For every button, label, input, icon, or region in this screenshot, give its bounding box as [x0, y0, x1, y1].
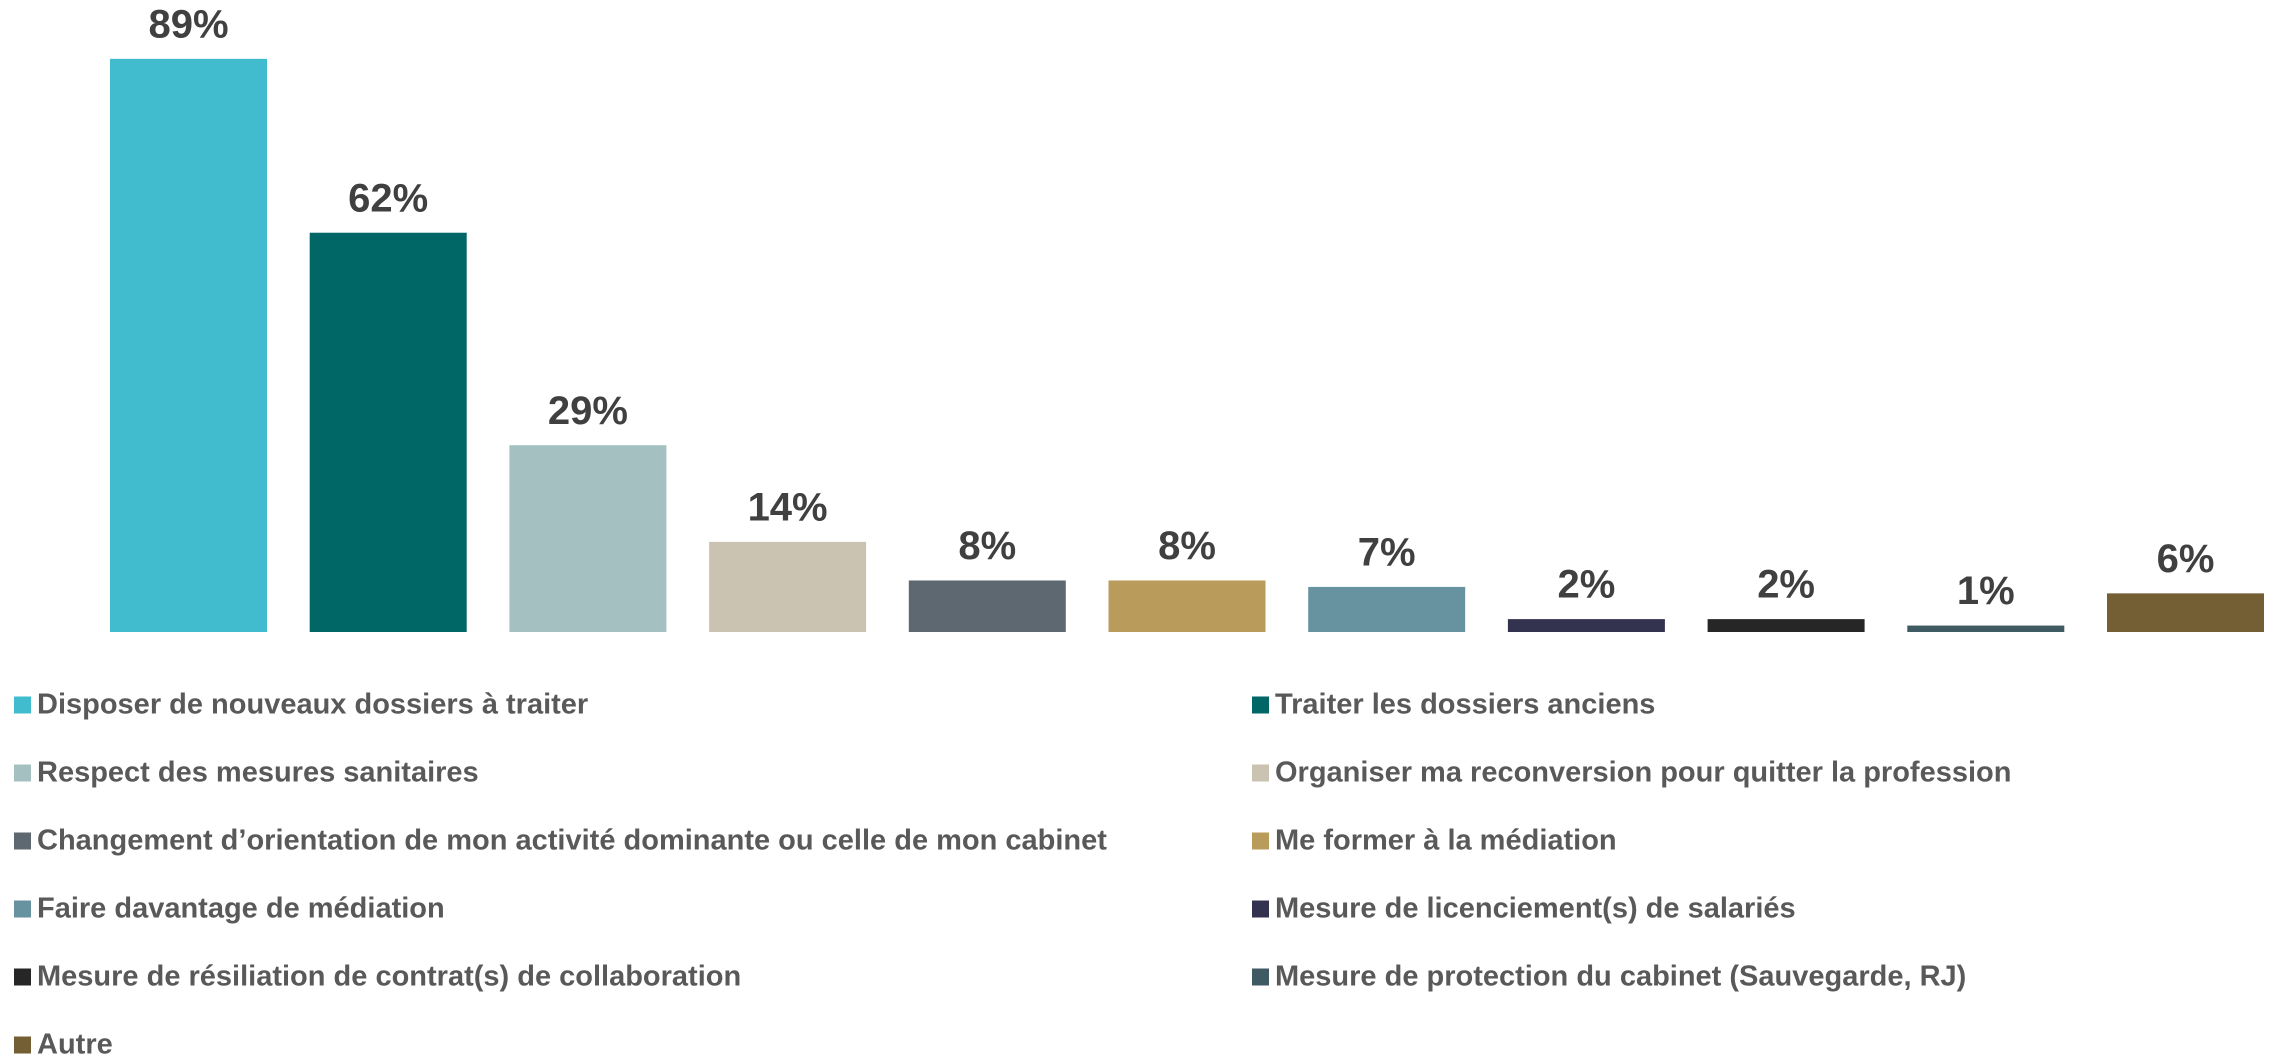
legend-swatch [14, 696, 31, 714]
value-label: 62% [348, 176, 428, 220]
bar [1507, 619, 1665, 632]
legend-label: Mesure de protection du cabinet (Sauvega… [1275, 961, 1966, 993]
legend-swatch [14, 764, 31, 782]
legend-swatch [14, 832, 31, 850]
legend-swatch [1252, 832, 1269, 850]
legend-label: Autre [37, 1029, 113, 1058]
legend-label: Changement d’orientation de mon activité… [37, 825, 1107, 857]
legend-swatch [1252, 764, 1269, 782]
legend-label: Faire davantage de médiation [37, 893, 445, 925]
legend-swatch [14, 900, 31, 918]
legend-swatch [14, 1036, 31, 1054]
value-label: 6% [2157, 537, 2215, 581]
bar [110, 58, 267, 632]
legend-label: Organiser ma reconversion pour quitter l… [1275, 757, 2011, 789]
legend-label: Mesure de résiliation de contrat(s) de c… [37, 961, 741, 993]
value-label: 89% [148, 2, 228, 46]
legend-swatch [14, 968, 31, 986]
value-label: 7% [1358, 530, 1416, 574]
legend-label: Traiter les dossiers anciens [1275, 689, 1655, 721]
value-label: 2% [1557, 563, 1615, 607]
bar [1907, 625, 2065, 632]
bar [1707, 619, 1865, 632]
bar [908, 580, 1066, 632]
legend-swatch [1252, 900, 1269, 918]
value-label: 8% [958, 524, 1016, 568]
legend-swatch [1252, 968, 1269, 986]
legend-label: Mesure de licenciement(s) de salariés [1275, 893, 1796, 925]
bar [2107, 593, 2264, 632]
legend-label: Disposer de nouveaux dossiers à traiter [37, 689, 588, 721]
value-label: 1% [1957, 569, 2015, 613]
legend-label: Respect des mesures sanitaires [37, 757, 479, 789]
bar [709, 541, 867, 632]
value-label: 14% [748, 485, 828, 529]
legend-swatch [1252, 696, 1269, 714]
value-label: 29% [548, 389, 628, 433]
value-label: 2% [1757, 563, 1815, 607]
value-label: 8% [1158, 524, 1216, 568]
bar [309, 232, 467, 632]
bar [509, 445, 667, 632]
legend-label: Me former à la médiation [1275, 825, 1617, 857]
bar [1308, 586, 1466, 632]
bar [1108, 580, 1266, 632]
